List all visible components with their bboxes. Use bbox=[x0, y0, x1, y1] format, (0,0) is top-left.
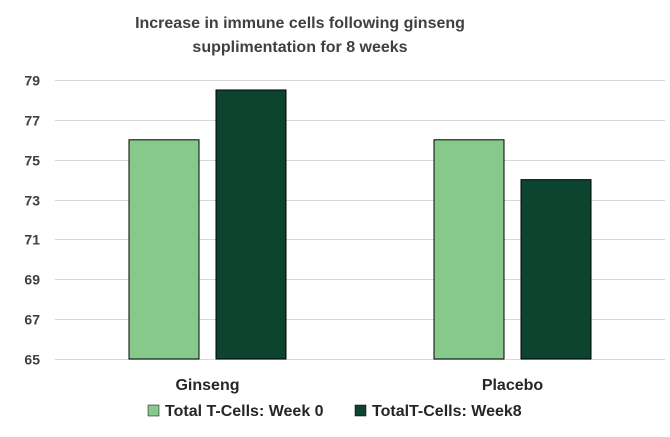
legend-label-1: TotalT-Cells: Week8 bbox=[372, 403, 522, 420]
y-tick-label: 67 bbox=[24, 312, 40, 328]
bar-ginseng-series-0 bbox=[128, 139, 200, 360]
bar-placebo-series-0 bbox=[433, 139, 505, 360]
x-category-label: Ginseng bbox=[175, 377, 239, 394]
y-tick-label: 77 bbox=[24, 113, 40, 129]
legend-label-0: Total T-Cells: Week 0 bbox=[165, 403, 324, 420]
legend-swatch-0 bbox=[147, 404, 160, 417]
y-tick-label: 79 bbox=[24, 73, 40, 89]
y-tick-label: 65 bbox=[24, 352, 40, 368]
y-tick-label: 69 bbox=[24, 272, 40, 288]
y-tick-label: 71 bbox=[24, 232, 40, 248]
bars bbox=[128, 89, 592, 360]
y-axis-ticks: 65 67 69 71 73 75 77 79 bbox=[24, 73, 40, 368]
bar-placebo-series-1 bbox=[520, 179, 592, 360]
legend-swatch-1 bbox=[354, 404, 367, 417]
x-axis-categories: Ginseng Placebo bbox=[175, 377, 543, 394]
y-tick-label: 75 bbox=[24, 153, 40, 169]
chart-title-line-2: supplimentation for 8 weeks bbox=[192, 39, 407, 56]
legend: Total T-Cells: Week 0 TotalT-Cells: Week8 bbox=[147, 403, 522, 420]
chart-title-line-1: Increase in immune cells following ginse… bbox=[135, 15, 465, 32]
bar-ginseng-series-1 bbox=[215, 89, 287, 360]
y-tick-label: 73 bbox=[24, 193, 40, 209]
x-category-label: Placebo bbox=[482, 377, 544, 394]
